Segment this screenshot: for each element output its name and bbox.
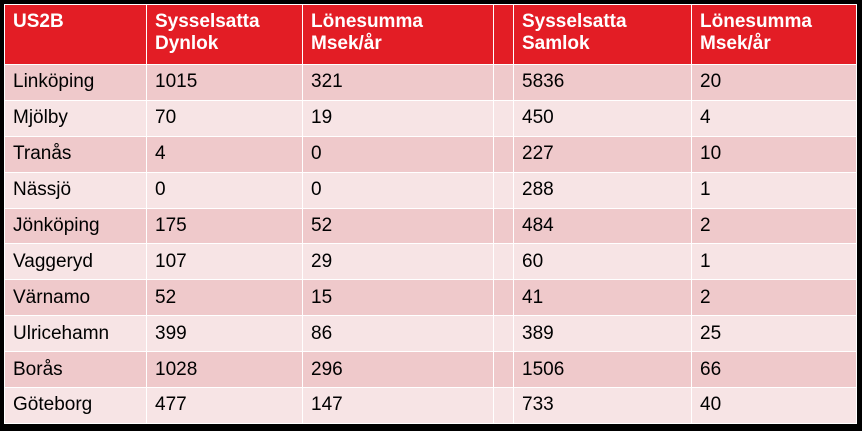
header-row: US2B Sysselsatta Dynlok Lönesumma Msek/år S… — [4, 4, 857, 65]
header-cell: Lönesumma Msek/år — [302, 4, 494, 65]
cell: 52 — [302, 207, 494, 245]
gap-cell — [493, 207, 514, 245]
gap-cell — [493, 135, 514, 173]
cell: 2 — [691, 279, 857, 317]
cell: 321 — [302, 64, 494, 101]
gap-cell — [493, 243, 514, 281]
cell: 52 — [146, 279, 303, 317]
cell: 107 — [146, 243, 303, 281]
gap-cell — [493, 315, 514, 353]
gap-cell — [493, 99, 514, 137]
cell: 5836 — [513, 64, 692, 101]
cell: 4 — [146, 135, 303, 173]
row-label: Mjölby — [4, 99, 147, 137]
row-label: Göteborg — [4, 387, 147, 424]
cell: 1 — [691, 171, 857, 209]
gap-cell — [493, 171, 514, 209]
cell: 60 — [513, 243, 692, 281]
cell: 175 — [146, 207, 303, 245]
table-row: Linköping 1015 321 5836 20 — [4, 64, 857, 101]
row-label: Tranås — [4, 135, 147, 173]
row-label: Linköping — [4, 64, 147, 101]
cell: 15 — [302, 279, 494, 317]
table-row: Ulricehamn 399 86 389 25 — [4, 315, 857, 353]
cell: 0 — [302, 171, 494, 209]
table-row: Tranås 4 0 227 10 — [4, 135, 857, 173]
row-label: Nässjö — [4, 171, 147, 209]
header-cell: Sysselsatta Samlok — [513, 4, 692, 65]
table-row: Jönköping 175 52 484 2 — [4, 207, 857, 245]
cell: 0 — [302, 135, 494, 173]
cell: 2 — [691, 207, 857, 245]
cell: 450 — [513, 99, 692, 137]
cell: 296 — [302, 351, 494, 389]
row-label: Vaggeryd — [4, 243, 147, 281]
cell: 86 — [302, 315, 494, 353]
row-label: Borås — [4, 351, 147, 389]
table-row: Mjölby 70 19 450 4 — [4, 99, 857, 137]
row-label: Värnamo — [4, 279, 147, 317]
cell: 4 — [691, 99, 857, 137]
cell: 477 — [146, 387, 303, 424]
gap-cell — [493, 387, 514, 424]
header-cell: Lönesumma Msek/år — [691, 4, 857, 65]
table-row: Borås 1028 296 1506 66 — [4, 351, 857, 389]
cell: 1028 — [146, 351, 303, 389]
cell: 389 — [513, 315, 692, 353]
cell: 1 — [691, 243, 857, 281]
cell: 288 — [513, 171, 692, 209]
cell: 733 — [513, 387, 692, 424]
cell: 147 — [302, 387, 494, 424]
table: US2B Sysselsatta Dynlok Lönesumma Msek/år S… — [4, 4, 857, 424]
table-body: Linköping 1015 321 5836 20 Mjölby 70 19 450 4 Tran… — [4, 64, 857, 424]
header-cell: US2B — [4, 4, 147, 65]
cell: 19 — [302, 99, 494, 137]
table-row: Vaggeryd 107 29 60 1 — [4, 243, 857, 281]
cell: 40 — [691, 387, 857, 424]
table-row: Göteborg 477 147 733 40 — [4, 387, 857, 424]
table-row: Värnamo 52 15 41 2 — [4, 279, 857, 317]
cell: 10 — [691, 135, 857, 173]
cell: 70 — [146, 99, 303, 137]
cell: 25 — [691, 315, 857, 353]
row-label: Ulricehamn — [4, 315, 147, 353]
header-cell: Sysselsatta Dynlok — [146, 4, 303, 65]
cell: 484 — [513, 207, 692, 245]
gap-cell — [493, 4, 514, 65]
cell: 41 — [513, 279, 692, 317]
gap-cell — [493, 64, 514, 101]
cell: 29 — [302, 243, 494, 281]
table-wrap: US2B Sysselsatta Dynlok Lönesumma Msek/år S… — [4, 4, 857, 424]
table-row: Nässjö 0 0 288 1 — [4, 171, 857, 209]
cell: 399 — [146, 315, 303, 353]
cell: 1015 — [146, 64, 303, 101]
cell: 66 — [691, 351, 857, 389]
gap-cell — [493, 351, 514, 389]
gap-cell — [493, 279, 514, 317]
cell: 0 — [146, 171, 303, 209]
row-label: Jönköping — [4, 207, 147, 245]
cell: 20 — [691, 64, 857, 101]
cell: 1506 — [513, 351, 692, 389]
cell: 227 — [513, 135, 692, 173]
